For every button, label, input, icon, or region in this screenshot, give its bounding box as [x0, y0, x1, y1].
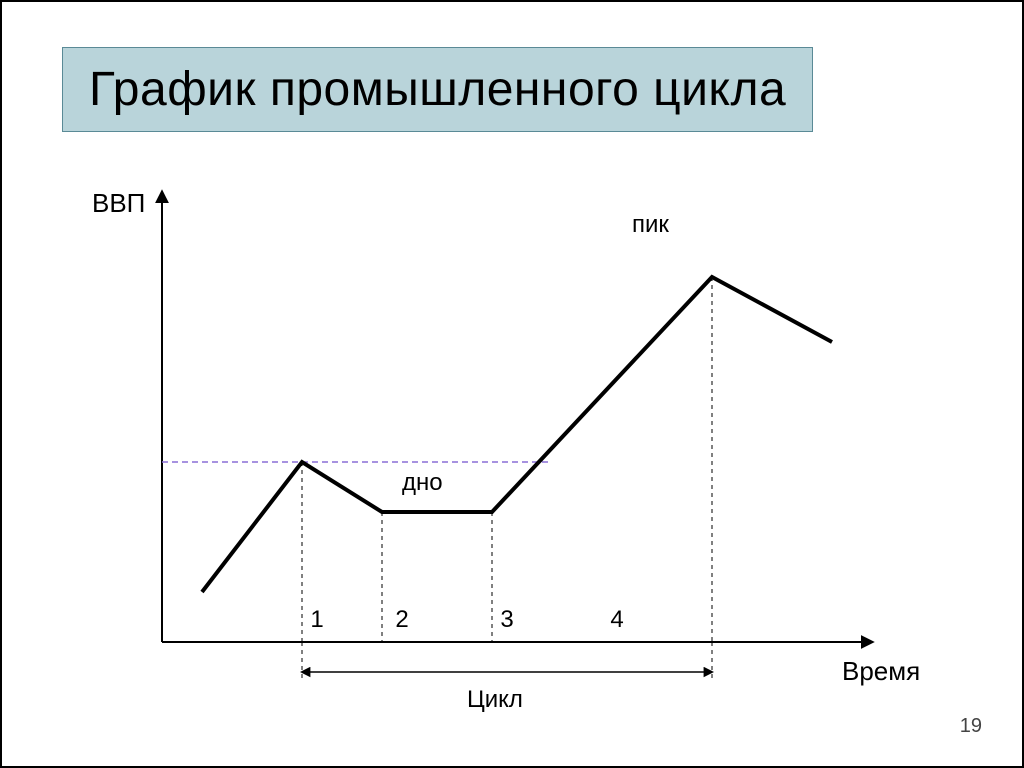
- slide-title: График промышленного цикла: [89, 63, 786, 116]
- peak-label: пик: [632, 211, 669, 238]
- slide-title-box: График промышленного цикла: [62, 47, 813, 132]
- trough-label: дно: [402, 469, 443, 496]
- chart-container: ВВП Время пик дно 1 2 3 4 Цикл: [72, 172, 952, 732]
- phase-label-4: 4: [610, 606, 623, 633]
- phase-label-2: 2: [395, 606, 408, 633]
- x-axis-label: Время: [842, 656, 920, 686]
- cycle-chart: ВВП Время пик дно 1 2 3 4 Цикл: [72, 172, 952, 732]
- phase-label-3: 3: [500, 606, 513, 633]
- y-axis-label: ВВП: [92, 188, 145, 218]
- cycle-label: Цикл: [467, 686, 523, 713]
- slide: График промышленного цикла ВВП Время пик дн…: [0, 0, 1024, 768]
- phase-label-1: 1: [310, 606, 323, 633]
- page-number: 19: [960, 715, 982, 738]
